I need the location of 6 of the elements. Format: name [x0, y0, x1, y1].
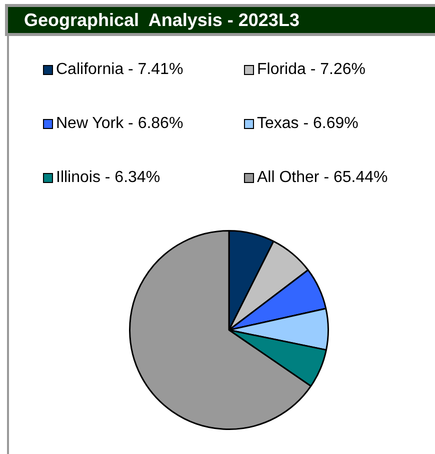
legend-label: All Other - 65.44%: [257, 169, 388, 187]
legend-label: California - 7.41%: [56, 61, 184, 79]
legend-label: Florida - 7.26%: [257, 61, 366, 79]
legend-label: New York - 6.86%: [56, 115, 184, 133]
legend-label: Illinois - 6.34%: [56, 169, 160, 187]
legend-label: Texas - 6.69%: [257, 115, 358, 133]
